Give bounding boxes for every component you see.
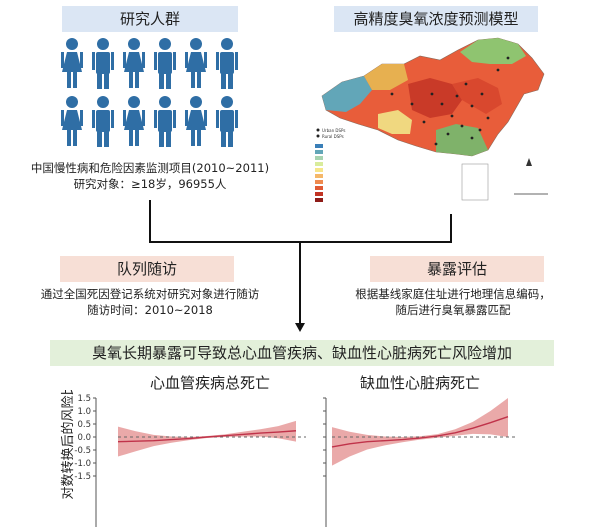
y-tick-label: 1.5 xyxy=(77,394,91,404)
follow-up-title: 队列随访 xyxy=(60,256,234,282)
y-axis-label: 对数转换后的风险比 xyxy=(60,390,76,500)
y-tick-label: -1.5 xyxy=(74,472,91,482)
y-tick-label: 1.0 xyxy=(77,407,91,417)
confidence-band xyxy=(332,398,508,466)
y-tick-label: -1.0 xyxy=(74,459,91,469)
connector-right-vertical xyxy=(450,214,452,242)
study-population-title: 研究人群 xyxy=(62,6,238,32)
y-tick-label: -0.5 xyxy=(74,446,91,456)
follow-up-line2: 随访时间：2010~2018 xyxy=(87,303,213,317)
follow-up-line1: 通过全国死因登记系统对研究对象进行随访 xyxy=(40,287,260,301)
female-person-icon xyxy=(123,38,145,88)
y-tick-label: 0.5 xyxy=(77,420,91,430)
study-population-line2: 研究对象：≥18岁，96955人 xyxy=(73,177,227,191)
model-title: 高精度臭氧浓度预测模型 xyxy=(334,6,538,32)
female-person-icon xyxy=(61,96,83,146)
y-tick-label: 0.0 xyxy=(77,433,91,443)
ozone-map: Urban DSPs Rural DSPs xyxy=(312,34,558,210)
svg-text:Urban DSPs: Urban DSPs xyxy=(322,128,345,133)
male-person-icon xyxy=(216,38,238,89)
female-person-icon xyxy=(61,38,83,88)
female-person-icon xyxy=(185,38,207,88)
study-population-line1: 中国慢性病和危险因素监测项目(2010~2011) xyxy=(30,161,270,175)
male-person-icon xyxy=(154,96,176,147)
risk-curve xyxy=(117,430,297,443)
connector-left-vertical xyxy=(149,200,151,242)
exposure-line1: 根据基线家庭住址进行地理信息编码， xyxy=(355,287,551,301)
people-icons xyxy=(61,38,238,147)
connector-center-vertical xyxy=(299,242,301,326)
male-person-icon xyxy=(92,38,114,89)
svg-text:Rural DSPs: Rural DSPs xyxy=(322,134,344,139)
arrow-down-icon xyxy=(295,323,305,332)
chart2-title: 缺血性心脏病死亡 xyxy=(359,374,480,392)
risk-curve xyxy=(331,416,509,448)
conclusion-banner: 臭氧长期暴露可导致总心血管疾病、缺血性心脏病死亡风险增加 xyxy=(50,340,554,366)
confidence-band xyxy=(118,420,296,457)
exposure-line2: 随后进行臭氧暴露匹配 xyxy=(395,303,511,317)
male-person-icon xyxy=(216,96,238,147)
female-person-icon xyxy=(185,96,207,146)
male-person-icon xyxy=(92,96,114,147)
risk-charts: 对数转换后的风险比-1.5 -1.0 -0.5 0.0 0.5 1.0 1.5 xyxy=(60,390,518,527)
female-person-icon xyxy=(123,96,145,146)
exposure-title: 暴露评估 xyxy=(370,256,544,282)
male-person-icon xyxy=(154,38,176,89)
chart1-title: 心血管疾病总死亡 xyxy=(149,374,270,392)
